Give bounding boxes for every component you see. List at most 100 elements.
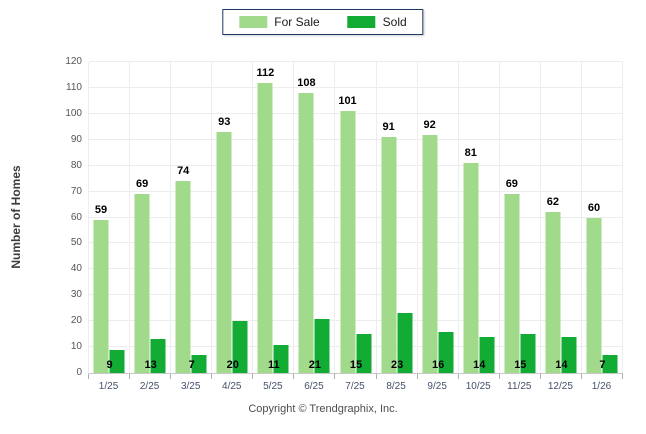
x-tick-label: 1/26: [591, 381, 612, 392]
y-tick-label: 70: [70, 185, 82, 197]
bar-group: 92 16: [418, 62, 459, 379]
bar-sold: [232, 321, 248, 373]
bar-group: 69 13: [130, 62, 172, 379]
sold-value-label: 7: [188, 359, 195, 371]
legend-item-for-sale: For Sale: [239, 15, 320, 29]
x-axis-tick-labels: 1/25 2/25 3/25 4/25 5/25 6/25 7/25 8/25 9/25 10/2…: [88, 381, 622, 392]
for-sale-value-label: 101: [338, 95, 357, 108]
x-tick-label: 3/25: [180, 381, 201, 392]
bar-group: 59 9: [89, 62, 131, 379]
y-tick-label: 120: [65, 56, 82, 67]
plot-area: 59 9 69 13 74 7 93 20 112 11 108 21 101 15 91 23 92 16 81 1…: [88, 61, 624, 379]
bar-pair: 62 14: [545, 62, 577, 373]
bar-for-sale: [340, 111, 355, 373]
bar-sold: [602, 354, 618, 373]
for-sale-value-label: 59: [94, 204, 108, 217]
gridline: [89, 164, 623, 166]
gridline: [89, 294, 623, 296]
sold-value-label: 15: [349, 359, 363, 371]
sold-value-label: 16: [432, 359, 445, 371]
x-tick-label: 1/25: [98, 381, 119, 392]
x-tick-label: 7/25: [345, 381, 365, 392]
sold-value-label: 15: [514, 359, 527, 371]
bar-groups: 59 9 69 13 74 7 93 20 112 11 108 21 101 15 91 23 92 16 81 1…: [89, 62, 624, 379]
bar-pair: 92 16: [422, 62, 454, 373]
bar-for-sale: [586, 217, 602, 373]
bar-pair: 81 14: [463, 62, 495, 373]
for-sale-value-label: 92: [423, 118, 436, 131]
bar-for-sale: [422, 134, 438, 373]
bar-group: 81 14: [459, 62, 500, 379]
gridline: [89, 190, 623, 192]
bar-pair: 108 21: [297, 62, 330, 373]
y-axis-tick-labels: 0 10 20 30 40 50 60 70 80 90 100 110 120: [0, 57, 82, 378]
y-tick-label: 90: [70, 133, 82, 145]
y-tick-label: 30: [70, 289, 82, 301]
bar-for-sale: [93, 220, 109, 373]
sold-value-label: 21: [308, 359, 322, 371]
gridline: [89, 320, 623, 322]
for-sale-value-label: 108: [297, 77, 316, 90]
bar-for-sale: [257, 82, 273, 373]
bar-pair: 69 15: [504, 62, 536, 373]
bar-pair: 93 20: [216, 62, 248, 373]
bar-group: 101 15: [335, 62, 377, 379]
bar-group: 74 7: [171, 62, 213, 379]
x-tick-label: 2/25: [139, 381, 160, 392]
bar-sold: [397, 313, 413, 373]
sold-value-label: 9: [106, 359, 113, 371]
gridline: [89, 216, 623, 218]
for-sale-swatch-icon: [239, 16, 268, 28]
gridline: [89, 242, 623, 244]
sold-value-label: 11: [268, 359, 280, 371]
bar-pair: 69 13: [134, 62, 166, 373]
legend-label-for-sale: For Sale: [274, 15, 320, 29]
bar-sold: [150, 339, 166, 373]
bar-for-sale: [463, 163, 479, 373]
y-tick-label: 0: [76, 367, 82, 378]
bar-group: 60 7: [582, 62, 624, 379]
chart-legend: For Sale Sold: [222, 9, 424, 35]
x-tick-label: 6/25: [304, 381, 324, 392]
bar-sold: [273, 344, 289, 373]
bar-for-sale: [381, 137, 397, 373]
sold-swatch-icon: [347, 16, 376, 28]
bar-sold: [191, 354, 207, 373]
sold-value-label: 7: [599, 359, 606, 371]
x-tick-label: 12/25: [547, 381, 573, 392]
bar-group: 69 15: [500, 62, 541, 379]
bar-for-sale: [216, 131, 232, 373]
sold-value-label: 20: [226, 359, 239, 371]
gridline: [89, 112, 623, 114]
gridline: [89, 61, 623, 62]
for-sale-value-label: 60: [587, 201, 601, 214]
bar-for-sale: [175, 181, 191, 373]
bar-sold: [109, 349, 125, 373]
legend-label-sold: Sold: [382, 15, 407, 29]
x-tick-label: 11/25: [507, 381, 532, 392]
y-tick-label: 60: [70, 211, 82, 223]
y-tick-label: 40: [70, 263, 82, 275]
bar-group: 108 21: [294, 62, 336, 379]
for-sale-value-label: 91: [382, 121, 395, 134]
for-sale-value-label: 69: [135, 178, 149, 191]
bar-sold: [356, 334, 371, 373]
bar-sold: [479, 336, 495, 373]
for-sale-value-label: 69: [505, 178, 518, 191]
bar-pair: 112 11: [256, 62, 289, 373]
bar-for-sale: [545, 212, 561, 373]
bar-sold: [561, 336, 577, 373]
bar-for-sale: [504, 194, 520, 373]
y-tick-label: 50: [70, 237, 82, 249]
y-tick-label: 10: [70, 341, 82, 353]
x-tick-label: 4/25: [222, 381, 242, 392]
sold-value-label: 14: [473, 359, 486, 371]
gridline: [89, 268, 623, 270]
bar-pair: 74 7: [175, 62, 207, 373]
bar-sold: [520, 334, 536, 373]
y-tick-label: 100: [65, 107, 82, 119]
bar-group: 93 20: [212, 62, 254, 379]
bar-sold: [314, 318, 330, 373]
sold-value-label: 13: [144, 359, 157, 371]
